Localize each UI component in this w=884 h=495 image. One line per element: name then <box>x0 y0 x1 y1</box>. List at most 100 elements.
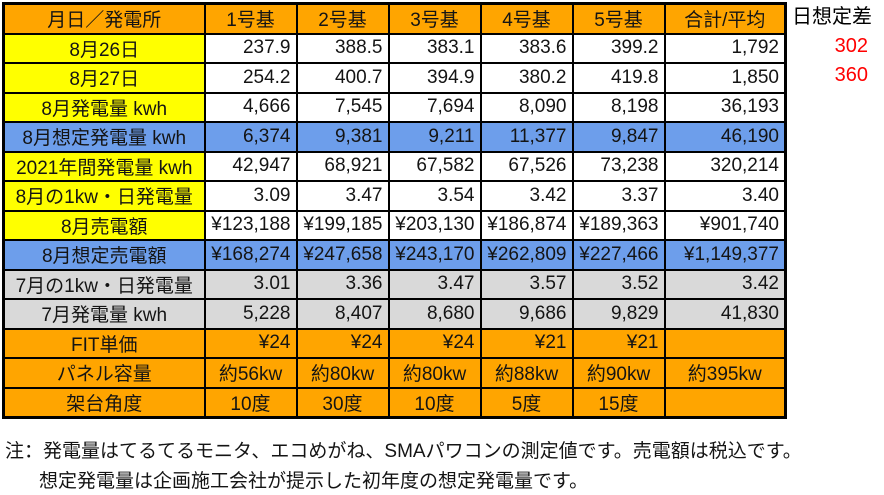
row-label[interactable]: 架台角度 <box>2 386 206 419</box>
data-cell[interactable]: 約80kw <box>295 357 390 389</box>
data-cell[interactable]: ¥227,466 <box>571 239 666 271</box>
data-cell[interactable]: 1,792 <box>663 32 787 64</box>
data-cell[interactable]: 11,377 <box>479 121 574 153</box>
data-cell[interactable] <box>663 327 787 359</box>
data-cell[interactable]: 8,680 <box>387 298 482 330</box>
data-cell[interactable]: 5,228 <box>203 298 298 330</box>
data-cell[interactable]: 3.52 <box>571 268 666 300</box>
data-cell[interactable]: 9,847 <box>571 121 666 153</box>
data-cell[interactable]: 383.1 <box>387 32 482 64</box>
data-cell[interactable]: 3.57 <box>479 268 574 300</box>
row-label[interactable]: 8月想定発電量 kwh <box>2 121 206 153</box>
data-cell[interactable]: 3.54 <box>387 180 482 212</box>
column-header[interactable]: 合計/平均 <box>663 2 787 35</box>
data-cell[interactable]: 3.01 <box>203 268 298 300</box>
data-cell[interactable]: 約88kw <box>479 357 574 389</box>
data-cell[interactable]: 8,090 <box>479 91 574 123</box>
data-cell[interactable]: 41,830 <box>663 298 787 330</box>
column-header[interactable]: 3号基 <box>387 2 482 35</box>
data-cell[interactable]: 3.47 <box>295 180 390 212</box>
data-cell[interactable]: ¥24 <box>203 327 298 359</box>
data-cell[interactable]: 約80kw <box>387 357 482 389</box>
data-cell[interactable]: 約395kw <box>663 357 787 389</box>
row-label[interactable]: FIT単価 <box>2 327 206 359</box>
data-cell[interactable]: 3.36 <box>295 268 390 300</box>
data-cell[interactable]: 7,694 <box>387 91 482 123</box>
data-cell[interactable]: 9,381 <box>295 121 390 153</box>
data-cell[interactable]: 419.8 <box>571 62 666 94</box>
data-cell[interactable]: 3.42 <box>479 180 574 212</box>
data-cell[interactable]: ¥243,170 <box>387 239 482 271</box>
data-cell[interactable]: 30度 <box>295 386 390 419</box>
data-cell[interactable]: ¥123,188 <box>203 209 298 241</box>
data-cell[interactable]: ¥247,658 <box>295 239 390 271</box>
data-cell[interactable]: 383.6 <box>479 32 574 64</box>
column-header[interactable]: 1号基 <box>203 2 298 35</box>
data-cell[interactable]: 10度 <box>203 386 298 419</box>
row-label[interactable]: 8月27日 <box>2 62 206 94</box>
row-label[interactable]: 7月の1kw・日発電量 <box>2 268 206 300</box>
data-cell[interactable]: 5度 <box>479 386 574 419</box>
data-cell[interactable]: ¥21 <box>479 327 574 359</box>
data-cell[interactable]: 68,921 <box>295 150 390 182</box>
data-cell[interactable]: 7,545 <box>295 91 390 123</box>
data-cell[interactable]: 3.40 <box>663 180 787 212</box>
data-cell[interactable]: ¥1,149,377 <box>663 239 787 271</box>
daily-estimate-diff-value-aug27[interactable]: 360 <box>834 64 868 86</box>
data-cell[interactable]: 6,374 <box>203 121 298 153</box>
data-cell[interactable]: 約56kw <box>203 357 298 389</box>
data-cell[interactable]: 8,407 <box>295 298 390 330</box>
data-cell[interactable]: ¥24 <box>387 327 482 359</box>
data-cell[interactable]: ¥186,874 <box>479 209 574 241</box>
row-label[interactable]: 8月の1kw・日発電量 <box>2 180 206 212</box>
data-cell[interactable]: 42,947 <box>203 150 298 182</box>
data-cell[interactable]: 9,686 <box>479 298 574 330</box>
data-cell[interactable]: ¥199,185 <box>295 209 390 241</box>
data-cell[interactable]: 73,238 <box>571 150 666 182</box>
row-label[interactable]: 8月26日 <box>2 32 206 64</box>
data-cell[interactable]: 4,666 <box>203 91 298 123</box>
data-cell[interactable]: 67,526 <box>479 150 574 182</box>
column-header[interactable]: 5号基 <box>571 2 666 35</box>
column-header[interactable]: 2号基 <box>295 2 390 35</box>
row-label[interactable]: 8月想定売電額 <box>2 239 206 271</box>
data-cell[interactable]: 36,193 <box>663 91 787 123</box>
data-cell[interactable]: 15度 <box>571 386 666 419</box>
data-cell[interactable]: ¥203,130 <box>387 209 482 241</box>
data-cell[interactable]: 9,829 <box>571 298 666 330</box>
data-cell[interactable]: 67,582 <box>387 150 482 182</box>
data-cell[interactable]: ¥21 <box>571 327 666 359</box>
data-cell[interactable]: ¥189,363 <box>571 209 666 241</box>
data-cell[interactable]: ¥262,809 <box>479 239 574 271</box>
row-label[interactable]: 8月売電額 <box>2 209 206 241</box>
data-cell[interactable] <box>663 386 787 419</box>
data-cell[interactable]: 388.5 <box>295 32 390 64</box>
data-cell[interactable]: 10度 <box>387 386 482 419</box>
data-cell[interactable]: 約90kw <box>571 357 666 389</box>
data-cell[interactable]: 380.2 <box>479 62 574 94</box>
data-cell[interactable]: 8,198 <box>571 91 666 123</box>
data-cell[interactable]: 400.7 <box>295 62 390 94</box>
corner-header[interactable]: 月日／発電所 <box>2 2 206 35</box>
data-cell[interactable]: ¥168,274 <box>203 239 298 271</box>
data-cell[interactable]: 1,850 <box>663 62 787 94</box>
data-cell[interactable]: 320,214 <box>663 150 787 182</box>
data-cell[interactable]: 3.47 <box>387 268 482 300</box>
row-label[interactable]: 2021年間発電量 kwh <box>2 150 206 182</box>
data-cell[interactable]: 3.09 <box>203 180 298 212</box>
data-cell[interactable]: ¥901,740 <box>663 209 787 241</box>
daily-estimate-diff-value-aug26[interactable]: 302 <box>834 35 868 57</box>
row-label[interactable]: 7月発電量 kwh <box>2 298 206 330</box>
data-cell[interactable]: 254.2 <box>203 62 298 94</box>
data-cell[interactable]: 46,190 <box>663 121 787 153</box>
data-cell[interactable]: 3.37 <box>571 180 666 212</box>
data-cell[interactable]: 399.2 <box>571 32 666 64</box>
row-label[interactable]: 8月発電量 kwh <box>2 91 206 123</box>
data-cell[interactable]: ¥24 <box>295 327 390 359</box>
data-cell[interactable]: 9,211 <box>387 121 482 153</box>
data-cell[interactable]: 394.9 <box>387 62 482 94</box>
data-cell[interactable]: 3.42 <box>663 268 787 300</box>
data-cell[interactable]: 237.9 <box>203 32 298 64</box>
row-label[interactable]: パネル容量 <box>2 357 206 389</box>
column-header[interactable]: 4号基 <box>479 2 574 35</box>
